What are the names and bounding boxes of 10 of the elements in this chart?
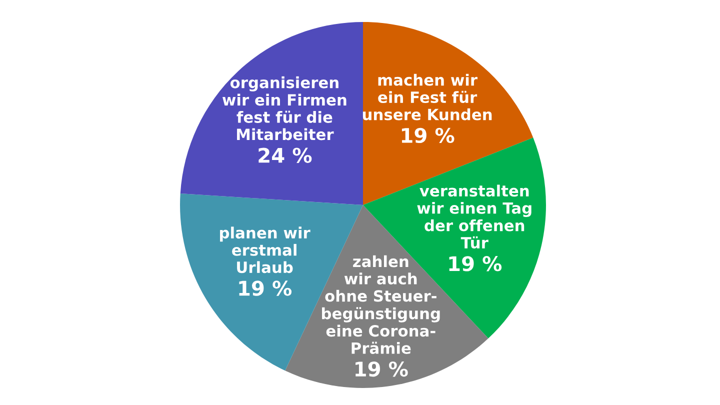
data-label: 19 % [449, 256, 502, 272]
slice-label: organisieren wir ein Firmen fest für die Mitarbeiter [222, 76, 346, 140]
slice-label: machen wir ein Fest für unsere Kunden [362, 74, 492, 120]
data-label: 19 % [356, 361, 408, 377]
slice-label: zahlen wir auch ohne Steuer- begünstigung eine Corona- Prämie [322, 255, 440, 354]
data-label: 24 % [258, 148, 312, 163]
slice-label: veranstalten wir einen Tag der offenen Tür [417, 184, 532, 249]
data-label: 19 % [239, 280, 292, 296]
data-label: 19 % [402, 128, 454, 144]
slice-label: planen wir erstmal Urlaub [220, 226, 310, 274]
